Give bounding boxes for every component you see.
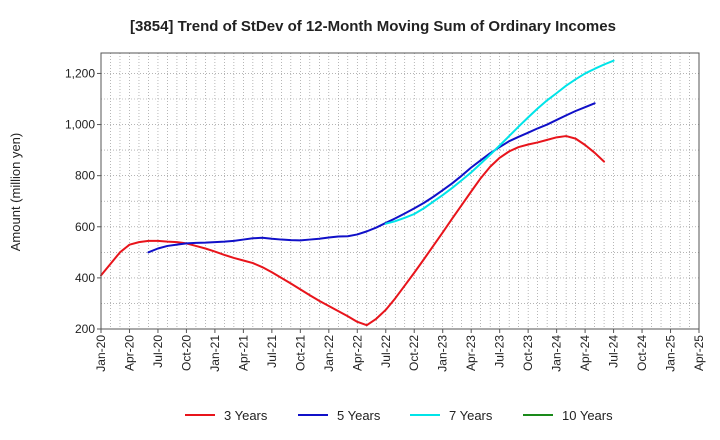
y-tick-label: 600 — [75, 220, 95, 234]
y-tick-label: 1,200 — [65, 66, 95, 80]
x-tick-label: Jul-20 — [151, 335, 165, 368]
series-line-3-years — [100, 135, 606, 327]
y-axis-label: Amount (million yen) — [8, 133, 23, 252]
series-lines — [100, 59, 615, 327]
x-tick-label: Jul-21 — [265, 335, 279, 368]
x-tick-label: Apr-20 — [122, 335, 136, 371]
x-tick-label: Apr-23 — [464, 335, 478, 371]
x-tick-label: Jul-22 — [379, 335, 393, 368]
x-tick-label: Jan-20 — [94, 335, 108, 372]
x-tick-label: Oct-24 — [635, 335, 649, 371]
legend: 3 Years 5 Years 7 Years 10 Years — [185, 408, 613, 423]
x-tick-label: Jan-21 — [208, 335, 222, 372]
y-tick-label: 1,000 — [65, 118, 95, 132]
x-tick-label: Oct-22 — [407, 335, 421, 371]
series-line-7-years — [384, 59, 615, 225]
y-tick-label: 200 — [75, 322, 95, 336]
series-line-5-years — [147, 102, 596, 254]
x-tick-label: Oct-23 — [521, 335, 535, 371]
x-tick-label: Jan-23 — [436, 335, 450, 372]
x-tick-label: Jan-22 — [322, 335, 336, 372]
grid — [101, 53, 699, 329]
x-tick-label: Apr-22 — [350, 335, 364, 371]
x-tick-label: Oct-21 — [293, 335, 307, 371]
x-tick-label: Apr-21 — [236, 335, 250, 371]
x-tick-label: Jul-24 — [607, 335, 621, 368]
x-tick-label: Jan-25 — [664, 335, 678, 372]
x-tick-label: Oct-20 — [179, 335, 193, 371]
legend-label: 3 Years — [224, 408, 268, 423]
tick-labels: 200 400 600 800 1,000 1,200 Jan-20 Apr-20 Jul-20… — [65, 66, 706, 371]
legend-label: 10 Years — [562, 408, 613, 423]
y-tick-label: 400 — [75, 271, 95, 285]
x-tick-label: Apr-24 — [578, 335, 592, 371]
legend-label: 5 Years — [337, 408, 381, 423]
x-tick-label: Apr-25 — [692, 335, 706, 371]
x-tick-label: Jan-24 — [550, 335, 564, 372]
y-tick-label: 800 — [75, 169, 95, 183]
x-tick-label: Jul-23 — [493, 335, 507, 368]
plot-frame — [100, 52, 700, 330]
legend-label: 7 Years — [449, 408, 493, 423]
chart-title: [3854] Trend of StDev of 12-Month Moving… — [130, 18, 616, 35]
